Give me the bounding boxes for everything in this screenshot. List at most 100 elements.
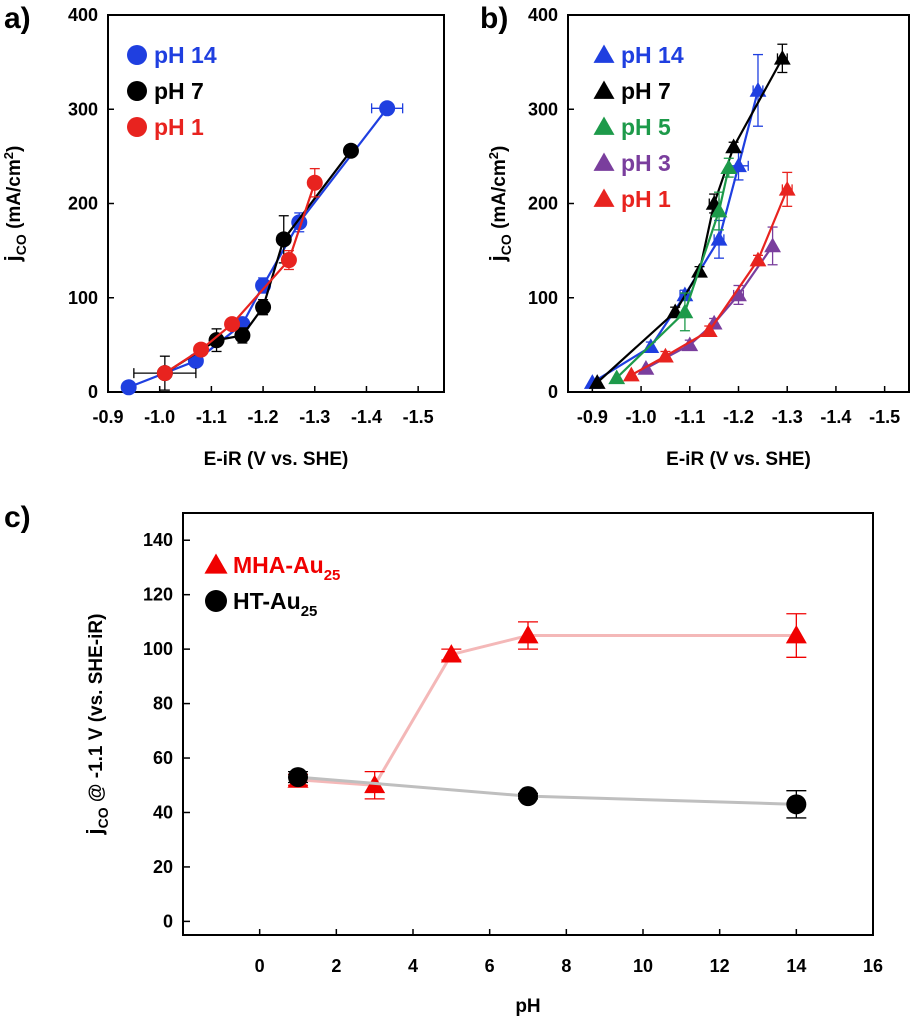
x-tick-label: -0.9 [577, 407, 608, 427]
y-tick-label: 80 [153, 694, 173, 714]
x-tick-label: -1.4 [351, 407, 382, 427]
y-tick-label: 60 [153, 748, 173, 768]
legend-label-sub: 25 [301, 603, 318, 620]
data-point [234, 327, 251, 344]
legend-entry: pH 7 [593, 78, 671, 104]
data-point [120, 379, 137, 396]
legend-entry: HT-Au25 [205, 588, 317, 620]
legend-marker [593, 152, 615, 171]
x-tick-label: -1.5 [869, 407, 900, 427]
legend-label: MHA-Au25 [233, 552, 340, 584]
x-tick-label: -1.0 [144, 407, 175, 427]
legend-label: pH 5 [621, 114, 671, 140]
legend-label: pH 14 [621, 42, 684, 68]
data-point [379, 100, 396, 117]
data-point [255, 277, 272, 294]
data-point [749, 82, 767, 97]
data-point [778, 180, 796, 196]
legend-entry: pH 5 [593, 114, 671, 140]
legend-marker [593, 44, 615, 63]
y-axis-label-rest: @ -1.1 V (vs. SHE-iR) [86, 614, 107, 808]
x-tick-label: -1.1 [196, 407, 227, 427]
panel-a: a) -0.9 -1.0 -1.1 -1.2 -1.3 -1.4 -1.5 0 100 200 300… [0, 2, 445, 470]
data-point [275, 231, 292, 248]
series-4 [622, 171, 796, 382]
y-axis-label: jCO (mA/cm2) [0, 146, 29, 263]
panel-label: c) [4, 501, 31, 534]
legend-label: pH 14 [154, 42, 217, 68]
y-tick-label: 0 [88, 382, 98, 402]
y-tick-label: 20 [153, 857, 173, 877]
legend-entry: pH 14 [593, 42, 684, 68]
data-point [785, 625, 807, 644]
legend-label-text: pH 7 [154, 78, 204, 104]
data-point [730, 157, 747, 173]
x-tick-label: 6 [485, 956, 495, 976]
x-tick-label: -1.3 [772, 407, 803, 427]
legend-label-text: pH 14 [621, 42, 684, 68]
legend-entry: MHA-Au25 [204, 552, 340, 584]
plot-frame [107, 14, 445, 393]
y-axis-label-main: j [82, 828, 107, 835]
series-line [164, 182, 316, 375]
x-axis-label: pH [515, 996, 540, 1017]
series-1 [133, 142, 359, 391]
y-axis-label-sup: 2 [486, 152, 501, 159]
y-axis-label-sub: CO [498, 234, 514, 255]
legend-label-sub: 25 [324, 567, 341, 584]
y-axis-label-sub: CO [95, 807, 111, 828]
x-tick-label: 16 [863, 956, 883, 976]
x-tick-label: 12 [710, 956, 730, 976]
legend-marker [127, 81, 147, 101]
legend-entry: pH 1 [127, 114, 204, 140]
y-tick-label: 300 [68, 99, 98, 119]
x-tick-label: 4 [408, 956, 418, 976]
legend-label-text: pH 3 [621, 150, 671, 176]
x-tick-label: -1.1 [674, 407, 705, 427]
data-point [725, 138, 743, 154]
y-tick-label: 100 [68, 288, 98, 308]
series-1 [588, 43, 791, 389]
data-point [440, 644, 462, 663]
data-point [518, 786, 538, 807]
data-point [608, 369, 626, 385]
legend-label: HT-Au25 [233, 588, 317, 620]
y-tick-label: 200 [528, 194, 558, 214]
y-axis-label-end: ) [4, 146, 25, 152]
panel-b: b) -0.9 -1.0 -1.1 -1.2 -1.3 -1.4 -1.5 0 100 200 300… [480, 2, 910, 470]
legend-entry: pH 7 [127, 78, 204, 104]
x-tick-label: -1.5 [403, 407, 434, 427]
y-tick-label: 120 [143, 585, 173, 605]
y-axis-label: jCO @ -1.1 V (vs. SHE-iR) [82, 614, 111, 836]
panel-label: a) [4, 2, 31, 35]
data-point [710, 230, 728, 246]
data-point [710, 202, 728, 218]
legend-label-text: pH 14 [154, 42, 217, 68]
data-point [288, 767, 308, 788]
legend-marker [593, 80, 615, 99]
data-point [255, 299, 272, 316]
legend-entry: pH 3 [593, 150, 671, 176]
x-tick-label: -0.9 [92, 407, 123, 427]
data-point [764, 237, 781, 253]
legend-label-main: MHA-Au [233, 552, 324, 578]
legend-marker [127, 117, 147, 137]
legend-marker [593, 188, 615, 207]
x-tick-label: 10 [633, 956, 653, 976]
legend-marker [593, 116, 615, 135]
legend-label: pH 3 [621, 150, 671, 176]
legend-label: pH 1 [621, 186, 671, 212]
y-axis-label-rest: (mA/cm [489, 159, 510, 234]
data-point [720, 159, 738, 174]
x-tick-label: 2 [331, 956, 341, 976]
series-2 [156, 167, 323, 382]
series-line [297, 634, 797, 787]
y-tick-label: 400 [528, 5, 558, 25]
data-point [773, 49, 791, 65]
legend-marker [204, 553, 228, 574]
series-3 [637, 226, 781, 375]
y-tick-label: 0 [548, 382, 558, 402]
series-line [128, 107, 389, 389]
data-point [342, 142, 359, 159]
